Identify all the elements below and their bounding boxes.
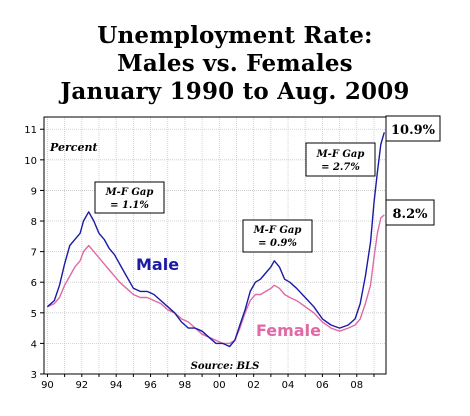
x-tick-label: 96 xyxy=(144,380,157,391)
series-line-male xyxy=(46,132,385,348)
annotation-box xyxy=(242,219,313,253)
end-label-box xyxy=(385,199,435,226)
chart-title: Unemployment Rate: Males vs. Females Jan… xyxy=(0,22,470,106)
series-line-female xyxy=(47,214,385,345)
annotation-line-2: = 0.9% xyxy=(258,238,297,249)
grid xyxy=(44,117,386,375)
title-line-3: January 1990 to Aug. 2009 xyxy=(60,78,410,105)
y-tick-label: 8 xyxy=(31,217,37,228)
x-tick-label: 00 xyxy=(213,380,226,391)
annotation-line-2: = 2.7% xyxy=(321,162,360,173)
x-tick-label: 08 xyxy=(350,380,363,391)
annotation-gap-2009: M-F Gap = 2.7% xyxy=(305,142,376,177)
title-line-2: Males vs. Females xyxy=(117,50,353,77)
annotation-gap-1990s: M-F Gap = 1.1% xyxy=(94,181,165,214)
x-tick-label: 92 xyxy=(75,380,88,391)
y-tick-label: 6 xyxy=(31,278,37,289)
x-tick-label: 90 xyxy=(41,380,54,391)
end-label-text: 10.9% xyxy=(391,123,436,138)
series-label-female: Female xyxy=(256,321,321,340)
x-tick-label: 04 xyxy=(282,380,295,391)
y-axis: 3 4 5 6 7 8 9 10 11 xyxy=(24,125,44,381)
title-line-1: Unemployment Rate: xyxy=(97,22,373,49)
annotation-line-1: M-F Gap xyxy=(253,225,302,236)
end-label-female: 8.2% xyxy=(385,199,435,226)
y-tick-label: 10 xyxy=(24,156,37,167)
annotation-line-1: M-F Gap xyxy=(105,187,154,198)
series-label-male: Male xyxy=(136,255,179,274)
end-label-text: 8.2% xyxy=(393,207,429,222)
annotation-line-1: M-F Gap xyxy=(316,149,365,160)
y-axis-label: Percent xyxy=(49,141,98,154)
end-label-box xyxy=(385,115,441,142)
annotation-line-2: = 1.1% xyxy=(110,200,149,211)
plot-frame xyxy=(43,116,387,375)
x-tick-label: 06 xyxy=(316,380,329,391)
source-label: Source: BLS xyxy=(191,361,260,372)
y-tick-label: 4 xyxy=(31,339,37,350)
annotation-box xyxy=(94,181,165,214)
end-label-male: 10.9% xyxy=(385,115,441,142)
x-tick-label: 94 xyxy=(110,380,123,391)
y-tick-label: 7 xyxy=(31,248,37,259)
annotation-box xyxy=(305,142,376,177)
annotation-gap-2003: M-F Gap = 0.9% xyxy=(242,219,313,253)
y-tick-label: 5 xyxy=(31,309,37,320)
y-tick-label: 11 xyxy=(24,125,37,136)
y-tick-label: 3 xyxy=(31,370,37,381)
series xyxy=(46,132,385,348)
x-tick-label: 98 xyxy=(179,380,192,391)
x-tick-label: 02 xyxy=(247,380,260,391)
x-axis: 90 92 94 96 98 00 02 04 06 08 xyxy=(41,374,375,391)
y-tick-label: 9 xyxy=(31,186,37,197)
